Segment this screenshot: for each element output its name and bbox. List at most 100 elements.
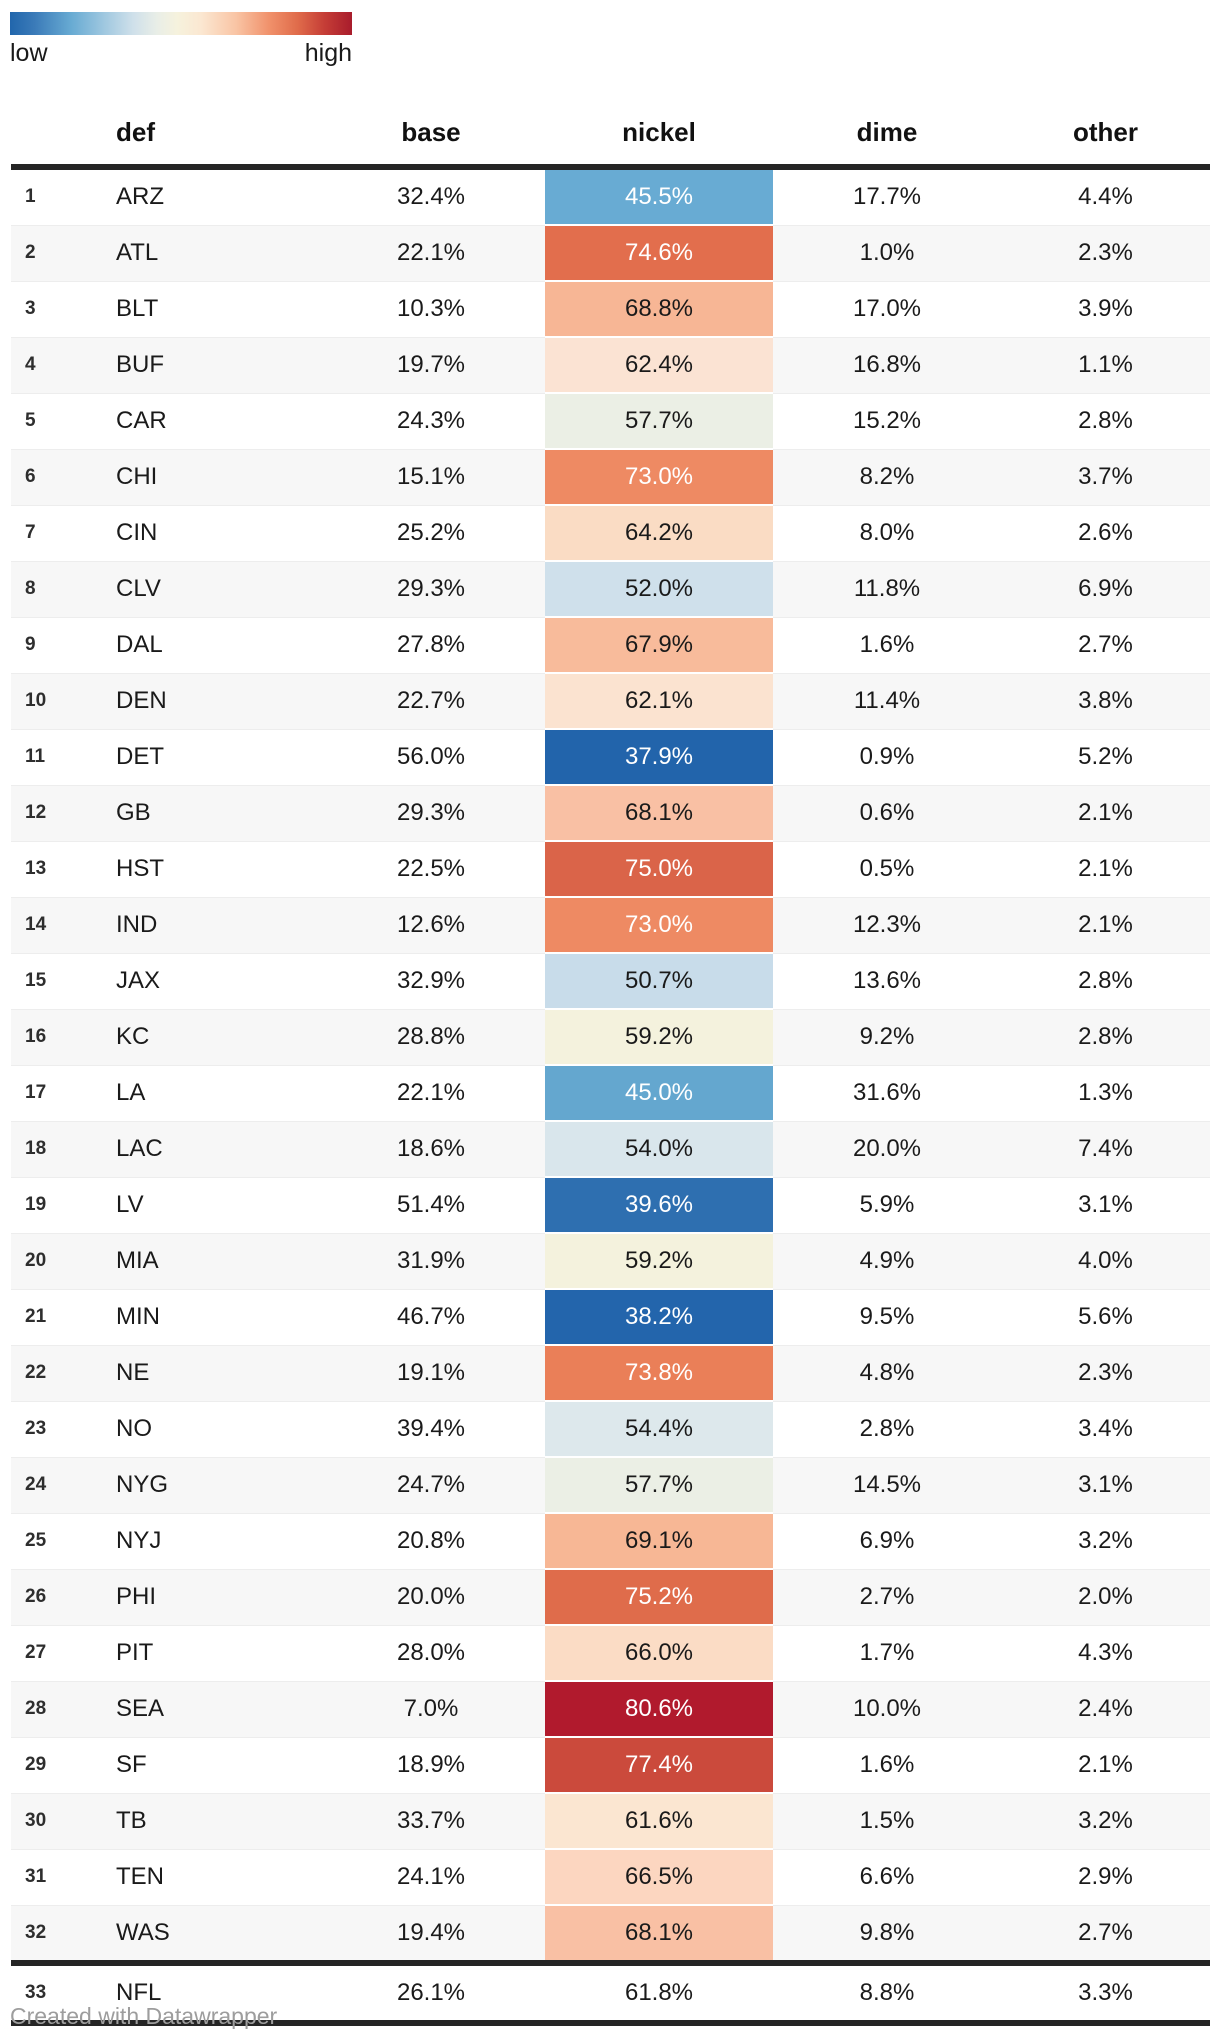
other-cell: 3.2% (1001, 1512, 1210, 1569)
base-cell: 20.8% (317, 1512, 545, 1569)
team-cell: DEN (86, 672, 317, 729)
dime-cell: 11.8% (773, 560, 1001, 617)
datawrapper-credit[interactable]: Created with Datawrapper (10, 2003, 278, 2029)
rank-cell: 13 (11, 840, 86, 897)
nickel-cell: 52.0% (545, 560, 773, 618)
data-table: def base nickel dime other 1 ARZ 32.4% 45.5… (11, 98, 1210, 2026)
table-row: 11 DET 56.0% 37.9% 0.9% 5.2% (11, 728, 1210, 786)
nickel-cell: 75.0% (545, 840, 773, 898)
dime-cell: 11.4% (773, 672, 1001, 729)
other-cell: 3.8% (1001, 672, 1210, 729)
table-row: 25 NYJ 20.8% 69.1% 6.9% 3.2% (11, 1512, 1210, 1570)
nickel-cell: 59.2% (545, 1232, 773, 1290)
team-cell: ARZ (116, 183, 164, 211)
table-header: def base nickel dime other (11, 98, 1210, 170)
base-cell: 19.1% (317, 1344, 545, 1401)
team-cell: NE (86, 1344, 317, 1401)
dime-cell: 17.7% (852, 183, 922, 211)
table-row: 31 TEN 24.1% 66.5% 6.6% 2.9% (11, 1848, 1210, 1906)
base-cell: 19.4% (317, 1904, 545, 1963)
rank-cell: 2 (11, 224, 86, 281)
table-row: 15 JAX 32.9% 50.7% 13.6% 2.8% (11, 952, 1210, 1010)
table-row: 23 NO 39.4% 54.4% 2.8% 3.4% (11, 1400, 1210, 1458)
column-header-rank (11, 98, 86, 170)
dime-cell: 20.0% (773, 1120, 1001, 1177)
table-row: 12 GB 29.3% 68.1% 0.6% 2.1% (11, 784, 1210, 842)
table-row: 1 ARZ 32.4% 45.5% 17.7% 4.4% (11, 167, 1210, 226)
table-row: 17 LA 22.1% 45.0% 31.6% 1.3% (11, 1064, 1210, 1122)
base-cell: 20.0% (317, 1568, 545, 1625)
table-row: 20 MIA 31.9% 59.2% 4.9% 4.0% (11, 1232, 1210, 1290)
dime-cell: 0.9% (773, 728, 1001, 785)
base-cell: 26.1% (317, 1960, 545, 2026)
team-cell: JAX (86, 952, 317, 1009)
table-row: 10 DEN 22.7% 62.1% 11.4% 3.8% (11, 672, 1210, 730)
other-cell: 2.1% (1001, 784, 1210, 841)
nickel-cell: 59.2% (545, 1008, 773, 1066)
nickel-cell: 77.4% (545, 1736, 773, 1794)
rank-cell: 9 (11, 616, 86, 673)
nickel-cell: 66.0% (545, 1624, 773, 1682)
rank-cell: 8 (11, 560, 86, 617)
base-cell: 29.3% (317, 784, 545, 841)
dime-cell: 6.9% (773, 1512, 1001, 1569)
other-cell: 3.7% (1001, 448, 1210, 505)
base-cell: 32.9% (317, 952, 545, 1009)
other-cell: 7.4% (1001, 1120, 1210, 1177)
dime-cell: 0.6% (773, 784, 1001, 841)
dime-cell: 4.9% (773, 1232, 1001, 1289)
other-cell: 3.3% (1001, 1960, 1210, 2026)
table-row: 3 BLT 10.3% 68.8% 17.0% 3.9% (11, 280, 1210, 338)
rank-cell: 33 (11, 1960, 86, 2026)
team-cell: MIA (86, 1232, 317, 1289)
nickel-cell: 68.8% (545, 280, 773, 338)
nickel-cell: 73.0% (545, 448, 773, 506)
base-cell: 22.1% (317, 1064, 545, 1121)
team-cell: CIN (86, 504, 317, 561)
base-cell: 29.3% (317, 560, 545, 617)
rank-cell: 28 (11, 1680, 86, 1737)
defense-personnel-table: def base nickel dime other 1 ARZ 32.4% 45.5… (11, 98, 1210, 2026)
team-cell: LA (86, 1064, 317, 1121)
team-cell: NFL (86, 1960, 317, 2026)
table-row: 4 BUF 19.7% 62.4% 16.8% 1.1% (11, 336, 1210, 394)
rank-cell: 14 (11, 896, 86, 953)
base-cell: 24.1% (317, 1848, 545, 1905)
rank-cell: 20 (11, 1232, 86, 1289)
nickel-cell: 69.1% (545, 1512, 773, 1570)
base-cell: 22.5% (317, 840, 545, 897)
other-cell: 2.1% (1001, 1736, 1210, 1793)
base-cell: 22.1% (317, 224, 545, 281)
rank-cell: 10 (11, 672, 86, 729)
nickel-cell: 61.6% (545, 1792, 773, 1850)
other-cell: 2.0% (1001, 1568, 1210, 1625)
team-cell: IND (86, 896, 317, 953)
other-cell: 3.9% (1001, 280, 1210, 337)
team-cell: TEN (86, 1848, 317, 1905)
team-cell: SF (86, 1736, 317, 1793)
dime-cell: 0.5% (773, 840, 1001, 897)
base-cell: 19.7% (317, 336, 545, 393)
other-cell: 2.1% (1001, 840, 1210, 897)
nickel-cell: 57.7% (545, 1456, 773, 1514)
other-cell: 2.6% (1001, 504, 1210, 561)
rank-cell: 7 (11, 504, 86, 561)
nickel-cell: 68.1% (545, 784, 773, 842)
nickel-cell: 54.4% (545, 1400, 773, 1458)
table-row: 14 IND 12.6% 73.0% 12.3% 2.1% (11, 896, 1210, 954)
rank-cell: 19 (11, 1176, 86, 1233)
dime-cell: 17.0% (773, 280, 1001, 337)
table-row: 19 LV 51.4% 39.6% 5.9% 3.1% (11, 1176, 1210, 1234)
rank-cell: 26 (11, 1568, 86, 1625)
nickel-cell: 73.0% (545, 896, 773, 954)
team-cell: BLT (86, 280, 317, 337)
rank-cell: 29 (11, 1736, 86, 1793)
nickel-cell: 64.2% (545, 504, 773, 562)
other-cell: 2.8% (1001, 952, 1210, 1009)
base-cell: 28.0% (317, 1624, 545, 1681)
base-cell: 7.0% (317, 1680, 545, 1737)
table-row: 18 LAC 18.6% 54.0% 20.0% 7.4% (11, 1120, 1210, 1178)
base-cell: 12.6% (317, 896, 545, 953)
base-cell: 18.9% (317, 1736, 545, 1793)
nickel-cell: 67.9% (545, 616, 773, 674)
